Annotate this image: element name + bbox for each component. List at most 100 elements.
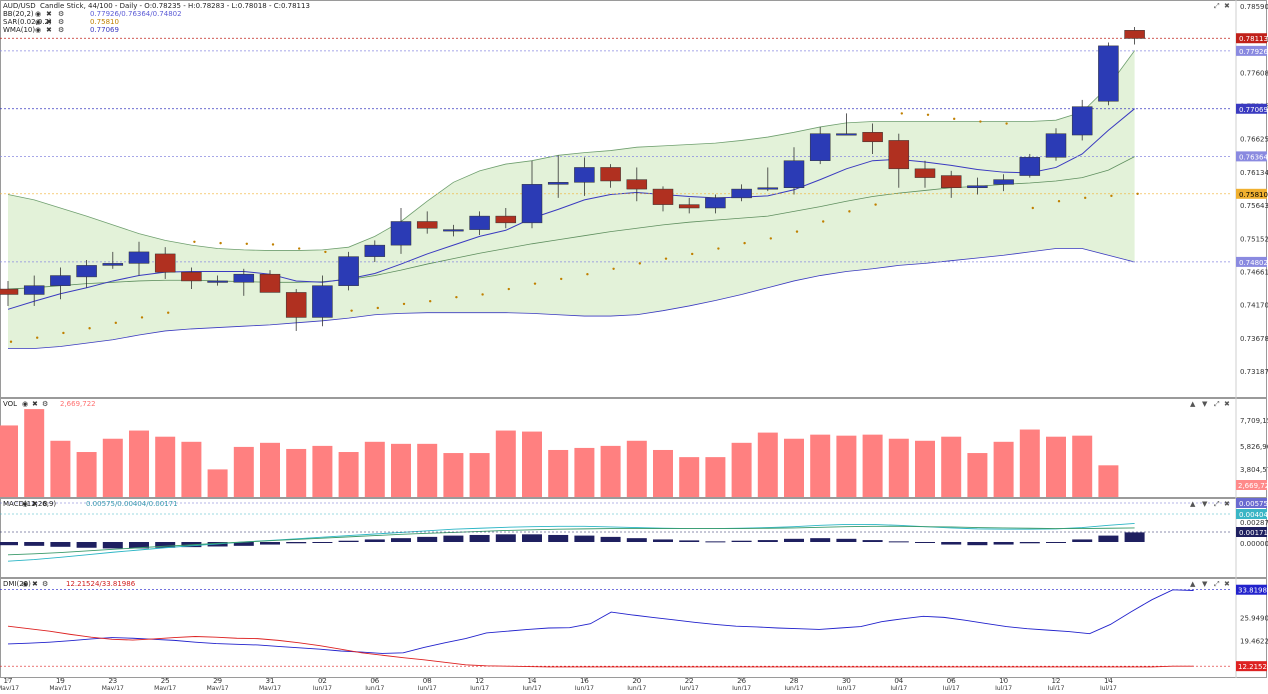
macd-histogram-bar xyxy=(626,538,647,542)
close-panel-icon[interactable]: ✖ xyxy=(1224,500,1230,508)
dmi-plus-line xyxy=(7,589,1194,654)
candle-down xyxy=(652,188,674,205)
x-month-label: Jun/17 xyxy=(469,685,489,690)
price-tick-label: 0.75643 xyxy=(1240,202,1268,210)
sar-dot xyxy=(926,113,930,116)
macd-histogram-bar xyxy=(784,538,804,542)
expand-icon[interactable]: ⤢ xyxy=(1214,400,1220,408)
wma-line xyxy=(7,108,1135,310)
macd-tag-bg xyxy=(1236,527,1267,537)
x-day-label: 25 xyxy=(161,677,170,685)
candle-up xyxy=(783,160,805,188)
macd-histogram-bar xyxy=(233,542,254,546)
gear-icon[interactable]: ⚙ xyxy=(42,500,48,508)
candle-down xyxy=(862,132,883,143)
sar-dot xyxy=(1005,122,1008,125)
sar-dot xyxy=(1084,196,1087,200)
candle-up xyxy=(705,197,726,209)
move-down-icon[interactable]: ▼ xyxy=(1202,400,1208,408)
candle-up xyxy=(128,251,150,264)
price-tag-label: 0.77069 xyxy=(1239,106,1268,114)
candle-up xyxy=(993,179,1014,185)
x-day-label: 20 xyxy=(632,677,641,685)
sar-dot xyxy=(88,327,91,330)
price-tag-bg xyxy=(1236,45,1267,56)
x-month-label: Jun/17 xyxy=(731,685,751,690)
gear-icon[interactable]: ⚙ xyxy=(58,18,64,26)
close-icon[interactable]: ✖ xyxy=(46,26,52,34)
move-down-icon[interactable]: ▼ xyxy=(1202,580,1208,588)
move-up-icon[interactable]: ▲ xyxy=(1190,400,1196,408)
macd-histogram-bar xyxy=(600,536,621,542)
gear-icon[interactable]: ⚙ xyxy=(42,400,48,408)
eye-icon[interactable]: ◉ xyxy=(35,10,41,18)
expand-icon[interactable]: ⤢ xyxy=(1214,580,1220,588)
sar-dot xyxy=(874,203,877,206)
move-up-icon[interactable]: ▲ xyxy=(1190,500,1196,508)
sar-dot xyxy=(717,247,720,250)
close-panel-icon[interactable]: ✖ xyxy=(1224,400,1230,408)
macd-histogram-bar xyxy=(286,542,307,544)
eye-icon[interactable]: ◉ xyxy=(22,580,28,588)
sar-dot xyxy=(900,112,903,115)
volume-bar xyxy=(391,443,411,497)
volume-bar xyxy=(548,449,569,497)
close-panel-icon[interactable]: ✖ xyxy=(1224,2,1230,10)
bollinger-band-fill xyxy=(8,50,1135,349)
macd-histogram-bar xyxy=(0,542,18,546)
macd-histogram-bar xyxy=(50,542,71,547)
candle-up xyxy=(76,265,97,278)
macd-histogram-bar xyxy=(1072,539,1093,542)
eye-icon[interactable]: ◉ xyxy=(22,500,28,508)
bb-values: 0.77926/0.76364/0.74802 xyxy=(90,10,182,18)
candle-up xyxy=(233,273,255,283)
price-tag-label: 0.76364 xyxy=(1239,153,1268,161)
close-icon[interactable]: ✖ xyxy=(32,580,38,588)
volume-bar xyxy=(469,453,490,497)
sar-dot xyxy=(638,262,641,265)
volume-bar xyxy=(653,449,673,497)
candle-up xyxy=(757,187,779,190)
candle-up xyxy=(469,215,490,230)
vol-header: VOL 2,669,722 xyxy=(3,400,96,408)
sar-dot xyxy=(507,287,510,291)
move-down-icon[interactable]: ▼ xyxy=(1202,500,1208,508)
expand-icon[interactable]: ⤢ xyxy=(1214,500,1220,508)
eye-icon[interactable]: ◉ xyxy=(22,400,28,408)
close-panel-icon[interactable]: ✖ xyxy=(1224,580,1230,588)
macd-histogram-bar xyxy=(495,534,516,542)
sar-dot xyxy=(848,210,851,213)
expand-icon[interactable]: ⤢ xyxy=(1214,2,1220,10)
gear-icon[interactable]: ⚙ xyxy=(58,10,64,18)
macd-histogram-bar xyxy=(312,542,333,543)
volume-bar xyxy=(1072,435,1093,497)
volume-bar xyxy=(574,447,595,497)
dmi-minus-line xyxy=(7,625,1194,668)
candle-up xyxy=(521,184,543,224)
eye-icon[interactable]: ◉ xyxy=(35,18,41,26)
volume-bar xyxy=(967,453,988,497)
sar-dot xyxy=(664,257,668,260)
price-tag-bg xyxy=(1236,188,1267,199)
volume-bar xyxy=(1046,436,1066,497)
candle-down xyxy=(495,215,517,224)
close-icon[interactable]: ✖ xyxy=(32,400,38,408)
candle-down xyxy=(154,253,176,273)
move-up-icon[interactable]: ▲ xyxy=(1190,580,1196,588)
sar-dot xyxy=(350,309,353,312)
macd-histogram-bar xyxy=(888,541,909,543)
eye-icon[interactable]: ◉ xyxy=(35,26,41,34)
x-month-label: Jun/17 xyxy=(364,685,384,690)
gear-icon[interactable]: ⚙ xyxy=(42,580,48,588)
close-icon[interactable]: ✖ xyxy=(46,10,52,18)
volume-tag-bg xyxy=(1236,480,1267,490)
close-icon[interactable]: ✖ xyxy=(32,500,38,508)
gear-icon[interactable]: ⚙ xyxy=(58,26,64,34)
price-tag-label: 0.78113 xyxy=(1239,35,1268,43)
price-tag-bg xyxy=(1236,33,1267,44)
dmi-tick-label: 19.46220 xyxy=(1240,638,1268,646)
x-month-label: May/17 xyxy=(102,685,124,690)
macd-tick-label: 0.00287 xyxy=(1240,519,1268,527)
close-icon[interactable]: ✖ xyxy=(46,18,52,26)
